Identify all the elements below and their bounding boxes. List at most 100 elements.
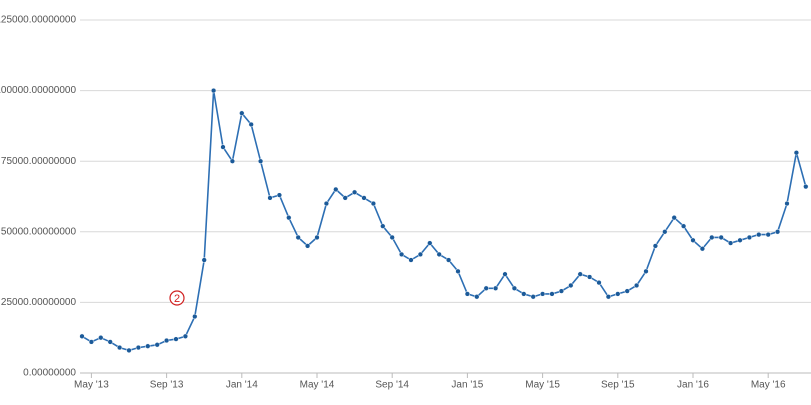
data-point [229, 158, 236, 164]
data-point [267, 195, 273, 201]
data-point [558, 288, 565, 294]
y-tick-label: 75000.00000000 [1, 156, 77, 167]
data-point [182, 333, 189, 339]
x-tick-label: Sep '15 [601, 380, 635, 391]
data-point [314, 234, 320, 241]
data-point [539, 291, 546, 297]
x-tick-label: Sep '13 [150, 380, 184, 391]
data-point [154, 342, 160, 348]
data-point [276, 192, 283, 198]
data-point [727, 240, 734, 246]
data-point [615, 291, 621, 297]
x-tick-label: Jan '16 [677, 380, 709, 391]
data-point [286, 215, 292, 221]
data-point [135, 344, 142, 351]
x-tick-label: Jan '15 [451, 380, 483, 391]
data-point [342, 195, 348, 201]
data-point [201, 257, 207, 263]
data-point [690, 237, 696, 243]
data-point [624, 288, 630, 294]
series-line [81, 90, 807, 352]
data-point [596, 279, 602, 286]
data-point [643, 268, 649, 274]
data-point [417, 251, 424, 258]
data-point [380, 223, 386, 229]
x-tick-label: May '14 [300, 380, 335, 391]
data-point [577, 271, 583, 277]
data-point [257, 158, 264, 164]
data-point [680, 223, 687, 229]
data-point [464, 291, 471, 297]
annotation-circle [169, 290, 185, 306]
data-point [671, 215, 677, 221]
data-point [803, 183, 809, 190]
data-point [511, 285, 518, 291]
data-point [737, 237, 743, 243]
data-point [79, 333, 85, 339]
data-point [455, 268, 461, 274]
data-point [699, 246, 706, 252]
x-tick-label: Sep '14 [375, 380, 409, 391]
x-tick-label: Jan '14 [226, 380, 258, 391]
data-point [662, 229, 668, 235]
y-tick-label: 25000.00000000 [1, 297, 77, 308]
data-point [304, 243, 311, 249]
data-point [483, 285, 489, 291]
data-point [549, 291, 555, 297]
y-tick-label: 50000.00000000 [1, 226, 77, 237]
data-point [88, 339, 95, 345]
data-point [718, 234, 724, 241]
data-point [98, 335, 104, 341]
data-point [709, 234, 715, 241]
data-point [793, 150, 800, 156]
data-point [586, 274, 593, 280]
data-point [436, 251, 442, 258]
y-tick-label: 125000.00000000 [0, 15, 76, 26]
data-point [295, 234, 301, 241]
data-point [746, 234, 753, 241]
data-point [474, 294, 480, 300]
data-point [633, 282, 640, 289]
data-point [389, 234, 395, 241]
data-point [568, 282, 574, 289]
data-point [126, 347, 132, 354]
annotation-marker: 2 [169, 290, 185, 306]
data-point [774, 229, 781, 235]
data-point [652, 243, 659, 249]
data-point [502, 271, 508, 277]
data-point [427, 240, 433, 246]
data-point [756, 231, 762, 238]
data-point [605, 294, 612, 300]
data-point [333, 186, 339, 193]
x-tick-label: May '13 [74, 380, 109, 391]
data-point [107, 339, 113, 345]
data-point [220, 144, 226, 150]
x-tick-label: May '16 [751, 380, 786, 391]
data-point [239, 110, 245, 116]
data-point [323, 200, 330, 207]
data-point [765, 231, 771, 238]
annotation: 2 [174, 293, 180, 305]
data-point [163, 337, 170, 344]
data-point [248, 121, 254, 128]
data-point [530, 294, 536, 300]
data-point [173, 336, 179, 342]
data-point [445, 257, 452, 263]
data-point [192, 313, 198, 320]
data-point [351, 189, 358, 195]
data-point [408, 257, 414, 263]
data-point [116, 344, 123, 351]
x-tick-label: May '15 [525, 380, 560, 391]
data-point [398, 251, 405, 258]
y-tick-label: 0.00000000 [23, 368, 76, 379]
data-point [370, 200, 377, 207]
data-point [784, 200, 790, 207]
data-point [145, 343, 151, 349]
y-tick-label: 100000.00000000 [0, 85, 76, 96]
data-point [492, 285, 499, 291]
data-point [210, 87, 217, 94]
data-point [521, 291, 527, 297]
data-point [361, 195, 367, 201]
